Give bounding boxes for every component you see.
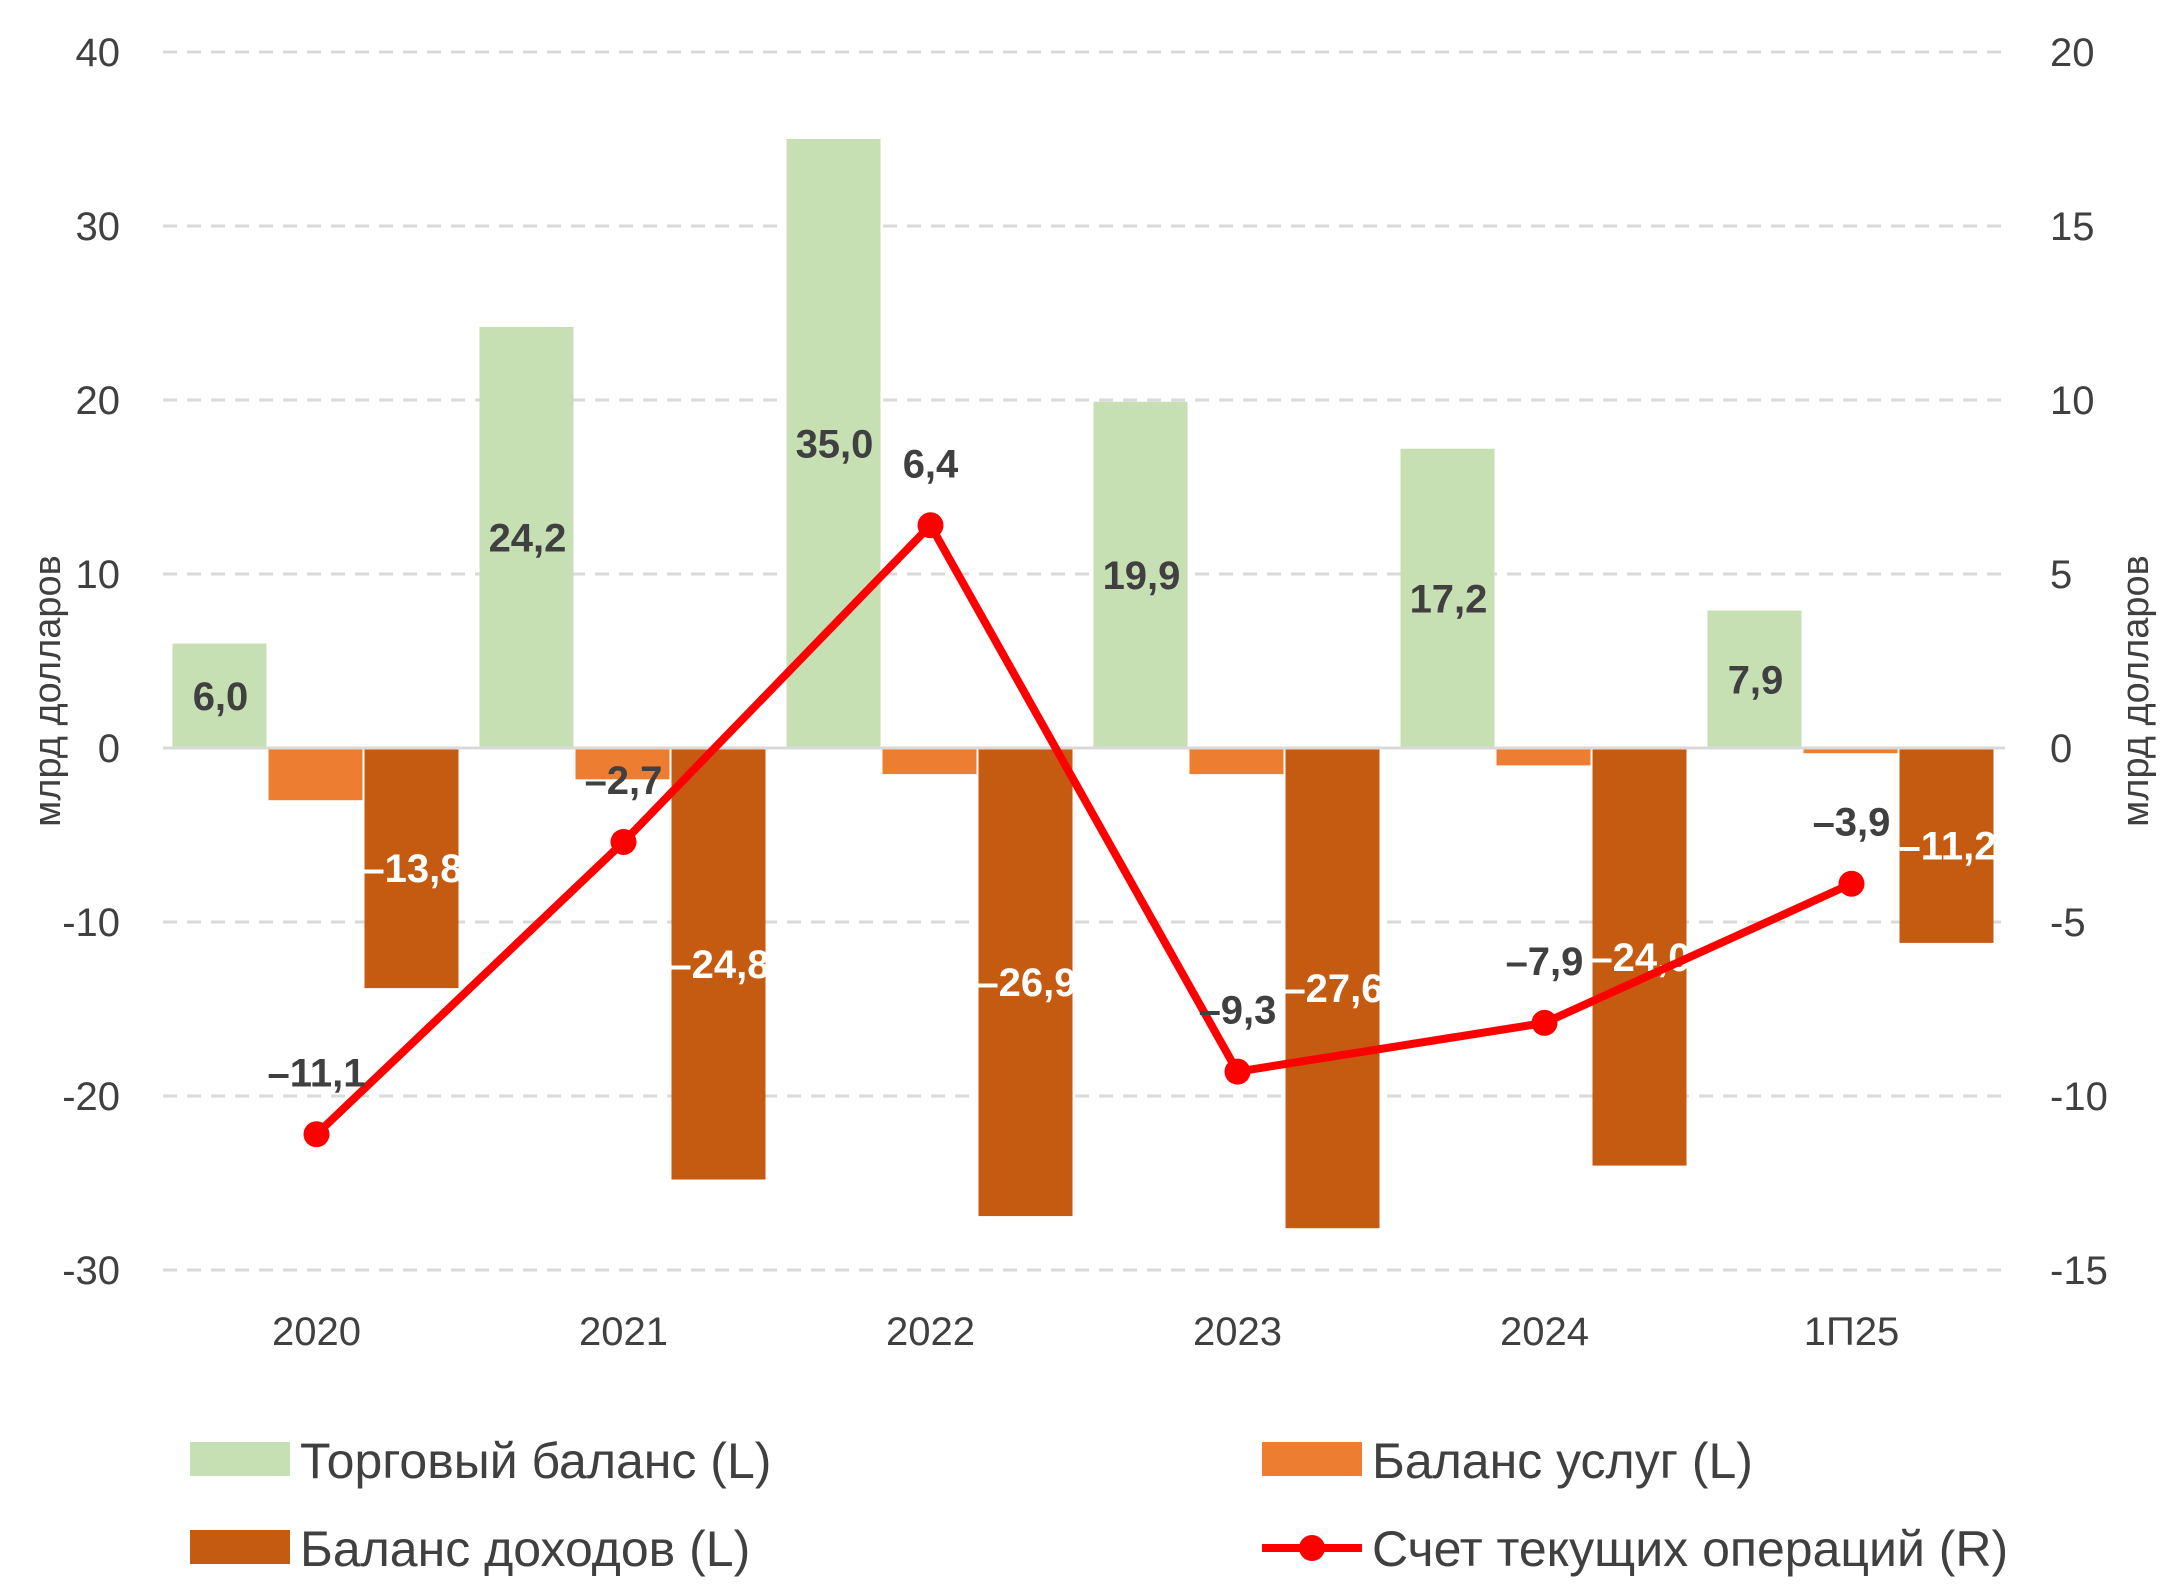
line-data-label: –3,9 (1813, 801, 1891, 845)
right-tick-label: 5 (2050, 553, 2072, 597)
right-axis-title: млрд долларов (2115, 555, 2157, 827)
bar-data-label: 35,0 (796, 423, 874, 467)
left-tick-label: -30 (62, 1249, 120, 1293)
right-tick-label: 20 (2050, 31, 2095, 75)
bar (978, 748, 1073, 1217)
left-tick-label: -10 (62, 901, 120, 945)
right-tick-label: 0 (2050, 727, 2072, 771)
category-label: 1П25 (1804, 1310, 1900, 1354)
bar-data-label: –26,9 (976, 961, 1076, 1005)
line-point (1531, 1009, 1558, 1036)
bar (364, 748, 459, 989)
line-data-label: –9,3 (1199, 989, 1277, 1033)
legend-label: Баланс доходов (L) (300, 1521, 750, 1577)
legend-label: Счет текущих операций (R) (1372, 1521, 2008, 1577)
left-tick-label: 10 (76, 553, 121, 597)
line-points (303, 512, 1865, 1148)
bar-data-label: –11,2 (1899, 824, 1997, 868)
bar (1285, 748, 1380, 1229)
legend-label: Баланс услуг (L) (1372, 1433, 1753, 1489)
bar (1899, 748, 1994, 943)
bar (1189, 748, 1284, 775)
bar (882, 748, 977, 775)
legend-marker (1299, 1535, 1325, 1561)
legend-swatch (1262, 1442, 1362, 1476)
right-tick-label: -5 (2050, 901, 2086, 945)
line-data-label: –7,9 (1506, 940, 1584, 984)
bar (575, 748, 670, 780)
line-data-label: –2,7 (585, 759, 663, 803)
bar (1496, 748, 1591, 766)
category-label: 2024 (1500, 1310, 1589, 1354)
left-tick-label: -20 (62, 1075, 120, 1119)
bar (1803, 748, 1898, 754)
category-label: 2021 (579, 1310, 668, 1354)
right-tick-label: 10 (2050, 379, 2095, 423)
bar (1707, 610, 1802, 748)
line-labels: –11,1 –2,7 6,4 –9,3 –7,9 –3,9 (268, 442, 1891, 1095)
right-axis: -15 -10 -5 0 5 10 15 20 (2050, 31, 2108, 1293)
bar (786, 139, 881, 748)
category-label: 2020 (272, 1310, 361, 1354)
bar-data-label: 6,0 (193, 675, 249, 719)
bars (172, 139, 1994, 1229)
bar (1400, 448, 1495, 748)
category-label: 2022 (886, 1310, 975, 1354)
bar-data-label: 7,9 (1728, 658, 1784, 702)
bar (1592, 748, 1687, 1166)
x-axis: 2020 2021 2022 2023 2024 1П25 (272, 1310, 1899, 1354)
line-data-label: –11,1 (268, 1051, 366, 1095)
line-series (313, 521, 1854, 1138)
line-point (917, 512, 944, 539)
bar (1093, 401, 1188, 748)
bar (268, 748, 363, 801)
bar (172, 643, 267, 748)
bar (479, 326, 574, 748)
bar-data-label: 19,9 (1103, 554, 1181, 598)
bar-data-label: –13,8 (362, 847, 462, 891)
right-tick-label: 15 (2050, 205, 2095, 249)
category-label: 2023 (1193, 1310, 1282, 1354)
bar-labels: 6,0 24,2 35,0 19,9 17,2 7,9 –13,8 –24,8 –26,9 –27… (193, 423, 1997, 1012)
left-tick-label: 40 (76, 31, 121, 75)
left-axis: -30 -20 -10 0 10 20 30 40 (62, 31, 120, 1293)
bar-data-label: –27,6 (1283, 967, 1383, 1011)
legend-swatch (190, 1530, 290, 1564)
bar-data-label: 24,2 (489, 516, 567, 560)
bar-data-label: –24,0 (1590, 936, 1690, 980)
bar (671, 748, 766, 1180)
legend-label: Торговый баланс (L) (300, 1433, 771, 1489)
line-point (1224, 1058, 1251, 1085)
left-tick-label: 30 (76, 205, 121, 249)
line-point (303, 1121, 330, 1148)
bar-data-label: –24,8 (669, 943, 769, 987)
legend-swatch (190, 1442, 290, 1476)
right-tick-label: -10 (2050, 1075, 2108, 1119)
bar-data-label: 17,2 (1410, 577, 1488, 621)
gridlines (163, 50, 2005, 1272)
left-tick-label: 0 (98, 727, 120, 771)
line-point (1838, 870, 1865, 897)
left-axis-title: млрд долларов (27, 555, 69, 827)
line-data-label: 6,4 (903, 442, 959, 486)
right-tick-label: -15 (2050, 1249, 2108, 1293)
left-tick-label: 20 (76, 379, 121, 423)
line-point (610, 828, 637, 855)
legend: Торговый баланс (L) Баланс услуг (L) Балан… (190, 1433, 2008, 1577)
